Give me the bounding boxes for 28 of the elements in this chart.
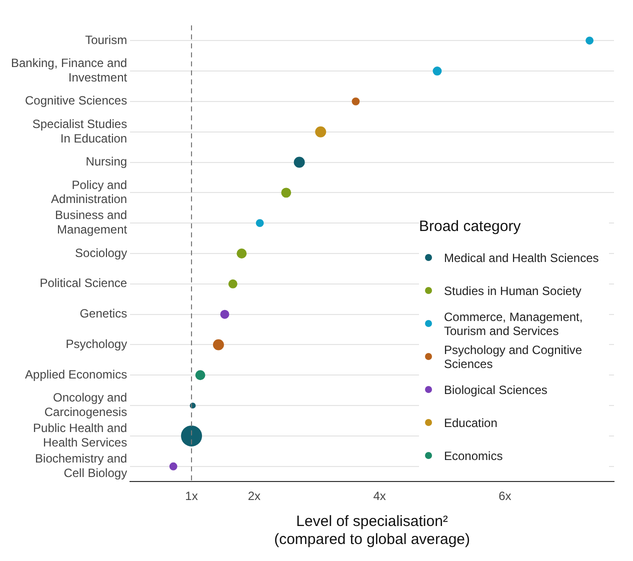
legend-label: Psychology and Cognitive Sciences: [444, 342, 584, 370]
x-tick-label: 4x: [373, 489, 386, 504]
x-tick-label: 1x: [185, 489, 198, 504]
legend-label: Studies in Human Society: [444, 284, 582, 298]
legend-label: Medical and Health Sciences: [444, 250, 599, 264]
y-tick-label: Specialist Studies In Education: [32, 116, 128, 146]
y-tick-label: Sociology: [75, 246, 128, 260]
y-tick-label: Tourism: [85, 32, 128, 47]
legend-label: Economics: [444, 448, 503, 462]
y-tick-label: Political Science: [40, 276, 128, 290]
y-tick-label: Genetics: [80, 306, 128, 321]
x-tick-label: 6x: [498, 489, 512, 504]
y-tick-label: Oncology and Carcinogenesis: [44, 390, 128, 420]
y-tick-label: Policy and Administration: [51, 178, 128, 206]
y-tick-label: Applied Economics: [25, 367, 128, 382]
x-tick-label: 2x: [248, 489, 261, 504]
y-tick-label: Nursing: [86, 154, 128, 169]
legend-label: Education: [444, 416, 498, 430]
legend-title: Broad category: [419, 218, 522, 235]
y-tick-label: Public Health and Health Services: [33, 421, 128, 450]
y-tick-label: Banking, Finance and Investment: [10, 56, 128, 85]
y-tick-label: Biochemistry and Cell Biology: [35, 452, 128, 480]
y-tick-label: Psychology: [66, 337, 128, 352]
y-tick-label: Business and Management: [55, 208, 128, 237]
legend-label: Biological Sciences: [444, 382, 548, 396]
x-axis-title: Level of specialisation² (compared to global average): [274, 513, 470, 548]
y-tick-label: Cognitive Sciences: [25, 94, 128, 108]
legend-label: Commerce, Management, Tourism and Services: [444, 310, 584, 338]
